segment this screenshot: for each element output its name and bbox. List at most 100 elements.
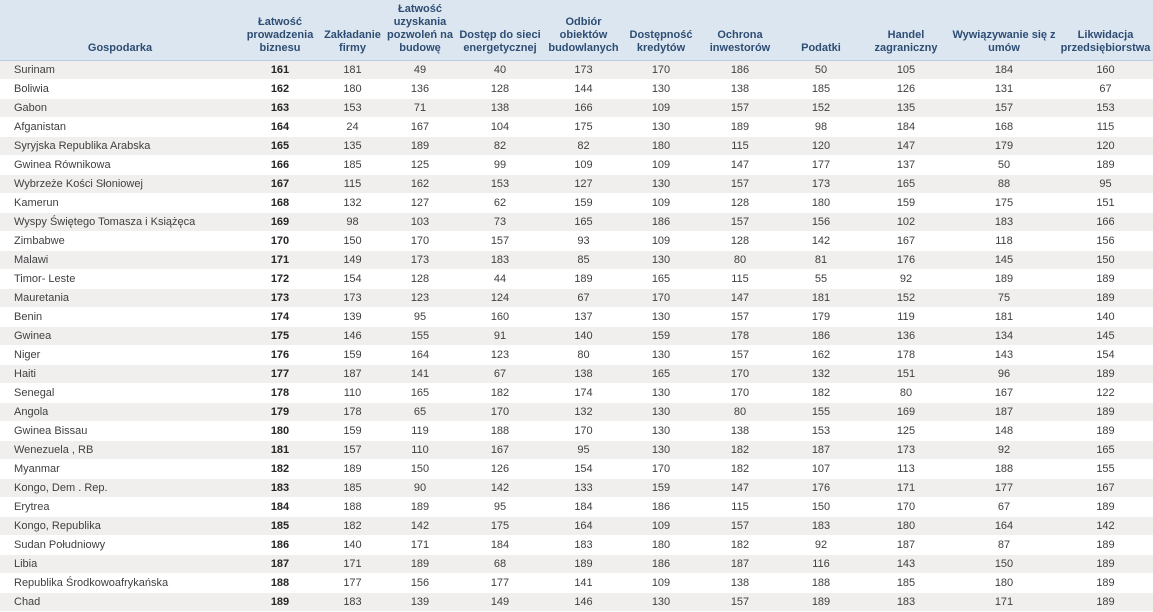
rank-cell: 130: [622, 402, 700, 422]
rank-cell: 165: [545, 212, 622, 232]
economy-name-cell: Kongo, Dem . Rep.: [0, 478, 240, 498]
economy-name-cell: Angola: [0, 402, 240, 422]
rank-cell: 171: [320, 554, 385, 574]
rank-cell: 152: [780, 98, 862, 118]
overall-rank-cell: 174: [240, 307, 320, 327]
rank-cell: 119: [385, 421, 455, 441]
rank-cell: 130: [622, 440, 700, 460]
rank-cell: 145: [950, 250, 1058, 270]
rank-cell: 188: [320, 497, 385, 517]
column-header-economy: Gospodarka: [0, 0, 240, 61]
rank-cell: 159: [545, 193, 622, 213]
rank-cell: 177: [950, 478, 1058, 498]
rank-cell: 180: [780, 193, 862, 213]
rank-cell: 160: [1058, 60, 1153, 80]
rank-cell: 128: [700, 193, 780, 213]
rank-cell: 92: [862, 269, 950, 289]
rank-cell: 185: [780, 79, 862, 99]
rank-cell: 170: [862, 497, 950, 517]
rank-cell: 65: [385, 402, 455, 422]
rank-cell: 40: [455, 60, 545, 80]
table-row: Chad 189 183 139 149 146 130 157 189 183 171 189: [0, 592, 1153, 612]
table-row: Malawi 171 149 173 183 85 130 80 81 176 145 150: [0, 250, 1153, 270]
rank-cell: 88: [950, 174, 1058, 194]
rank-cell: 180: [862, 516, 950, 536]
rank-cell: 109: [622, 98, 700, 118]
table-row: Gwinea Bissau 180 159 119 188 170 130 138 153 125…: [0, 421, 1153, 441]
table-row: Kongo, Dem . Rep. 183 185 90 142 133 159 147 176…: [0, 478, 1153, 498]
rank-cell: 153: [780, 421, 862, 441]
rank-cell: 182: [700, 535, 780, 555]
rank-cell: 49: [385, 60, 455, 80]
economy-name-cell: Afganistan: [0, 117, 240, 137]
rank-cell: 109: [622, 231, 700, 251]
column-header: Ochrona inwestorów: [700, 0, 780, 61]
rank-cell: 128: [385, 269, 455, 289]
rank-cell: 141: [385, 364, 455, 384]
rank-cell: 157: [320, 440, 385, 460]
rank-cell: 159: [622, 326, 700, 346]
rank-cell: 170: [385, 231, 455, 251]
rank-cell: 154: [320, 269, 385, 289]
rank-cell: 80: [700, 250, 780, 270]
rank-cell: 153: [1058, 98, 1153, 118]
rank-cell: 157: [700, 592, 780, 612]
rank-cell: 159: [320, 421, 385, 441]
table-row: Myanmar 182 189 150 126 154 170 182 107 113 188 155: [0, 459, 1153, 479]
rank-cell: 173: [545, 60, 622, 80]
rank-cell: 132: [320, 193, 385, 213]
rank-cell: 185: [320, 155, 385, 175]
rank-cell: 186: [700, 60, 780, 80]
rank-cell: 126: [862, 79, 950, 99]
rank-cell: 180: [622, 136, 700, 156]
table-body: Surinam 161 181 49 40 173 170 186 50 105 184 160 Bol…: [0, 60, 1153, 612]
rank-cell: 170: [622, 60, 700, 80]
rank-cell: 178: [700, 326, 780, 346]
rank-cell: 80: [545, 345, 622, 365]
rank-cell: 164: [545, 516, 622, 536]
rank-cell: 138: [455, 98, 545, 118]
rank-cell: 145: [1058, 326, 1153, 346]
rank-cell: 149: [455, 592, 545, 612]
rank-cell: 189: [1058, 288, 1153, 308]
rank-cell: 133: [545, 478, 622, 498]
rank-cell: 137: [862, 155, 950, 175]
economy-name-cell: Wybrzeże Kości Słoniowej: [0, 174, 240, 194]
rank-cell: 184: [862, 117, 950, 137]
overall-rank-cell: 180: [240, 421, 320, 441]
rank-cell: 115: [1058, 117, 1153, 137]
rank-cell: 164: [950, 516, 1058, 536]
rank-cell: 159: [862, 193, 950, 213]
column-header: Zakładanie firmy: [320, 0, 385, 61]
rank-cell: 130: [622, 79, 700, 99]
rank-cell: 120: [1058, 136, 1153, 156]
rank-cell: 157: [455, 231, 545, 251]
rank-cell: 85: [545, 250, 622, 270]
rank-cell: 139: [385, 592, 455, 612]
rank-cell: 109: [622, 155, 700, 175]
overall-rank-cell: 188: [240, 573, 320, 593]
rank-cell: 178: [862, 345, 950, 365]
rank-cell: 186: [622, 212, 700, 232]
rank-cell: 98: [320, 212, 385, 232]
overall-rank-cell: 179: [240, 402, 320, 422]
rank-cell: 140: [545, 326, 622, 346]
rank-cell: 105: [862, 60, 950, 80]
table-row: Surinam 161 181 49 40 173 170 186 50 105 184 160: [0, 60, 1153, 80]
rank-cell: 130: [622, 421, 700, 441]
rank-cell: 55: [780, 269, 862, 289]
rank-cell: 102: [862, 212, 950, 232]
rank-cell: 186: [622, 497, 700, 517]
rank-cell: 127: [545, 174, 622, 194]
table-row: Libia 187 171 189 68 189 186 187 116 143 150 189: [0, 554, 1153, 574]
rank-cell: 150: [385, 459, 455, 479]
rank-cell: 170: [622, 288, 700, 308]
rank-cell: 189: [700, 117, 780, 137]
rank-cell: 181: [780, 288, 862, 308]
rank-cell: 173: [780, 174, 862, 194]
rank-cell: 44: [455, 269, 545, 289]
economy-name-cell: Mauretania: [0, 288, 240, 308]
rank-cell: 125: [862, 421, 950, 441]
economy-name-cell: Gwinea Bissau: [0, 421, 240, 441]
